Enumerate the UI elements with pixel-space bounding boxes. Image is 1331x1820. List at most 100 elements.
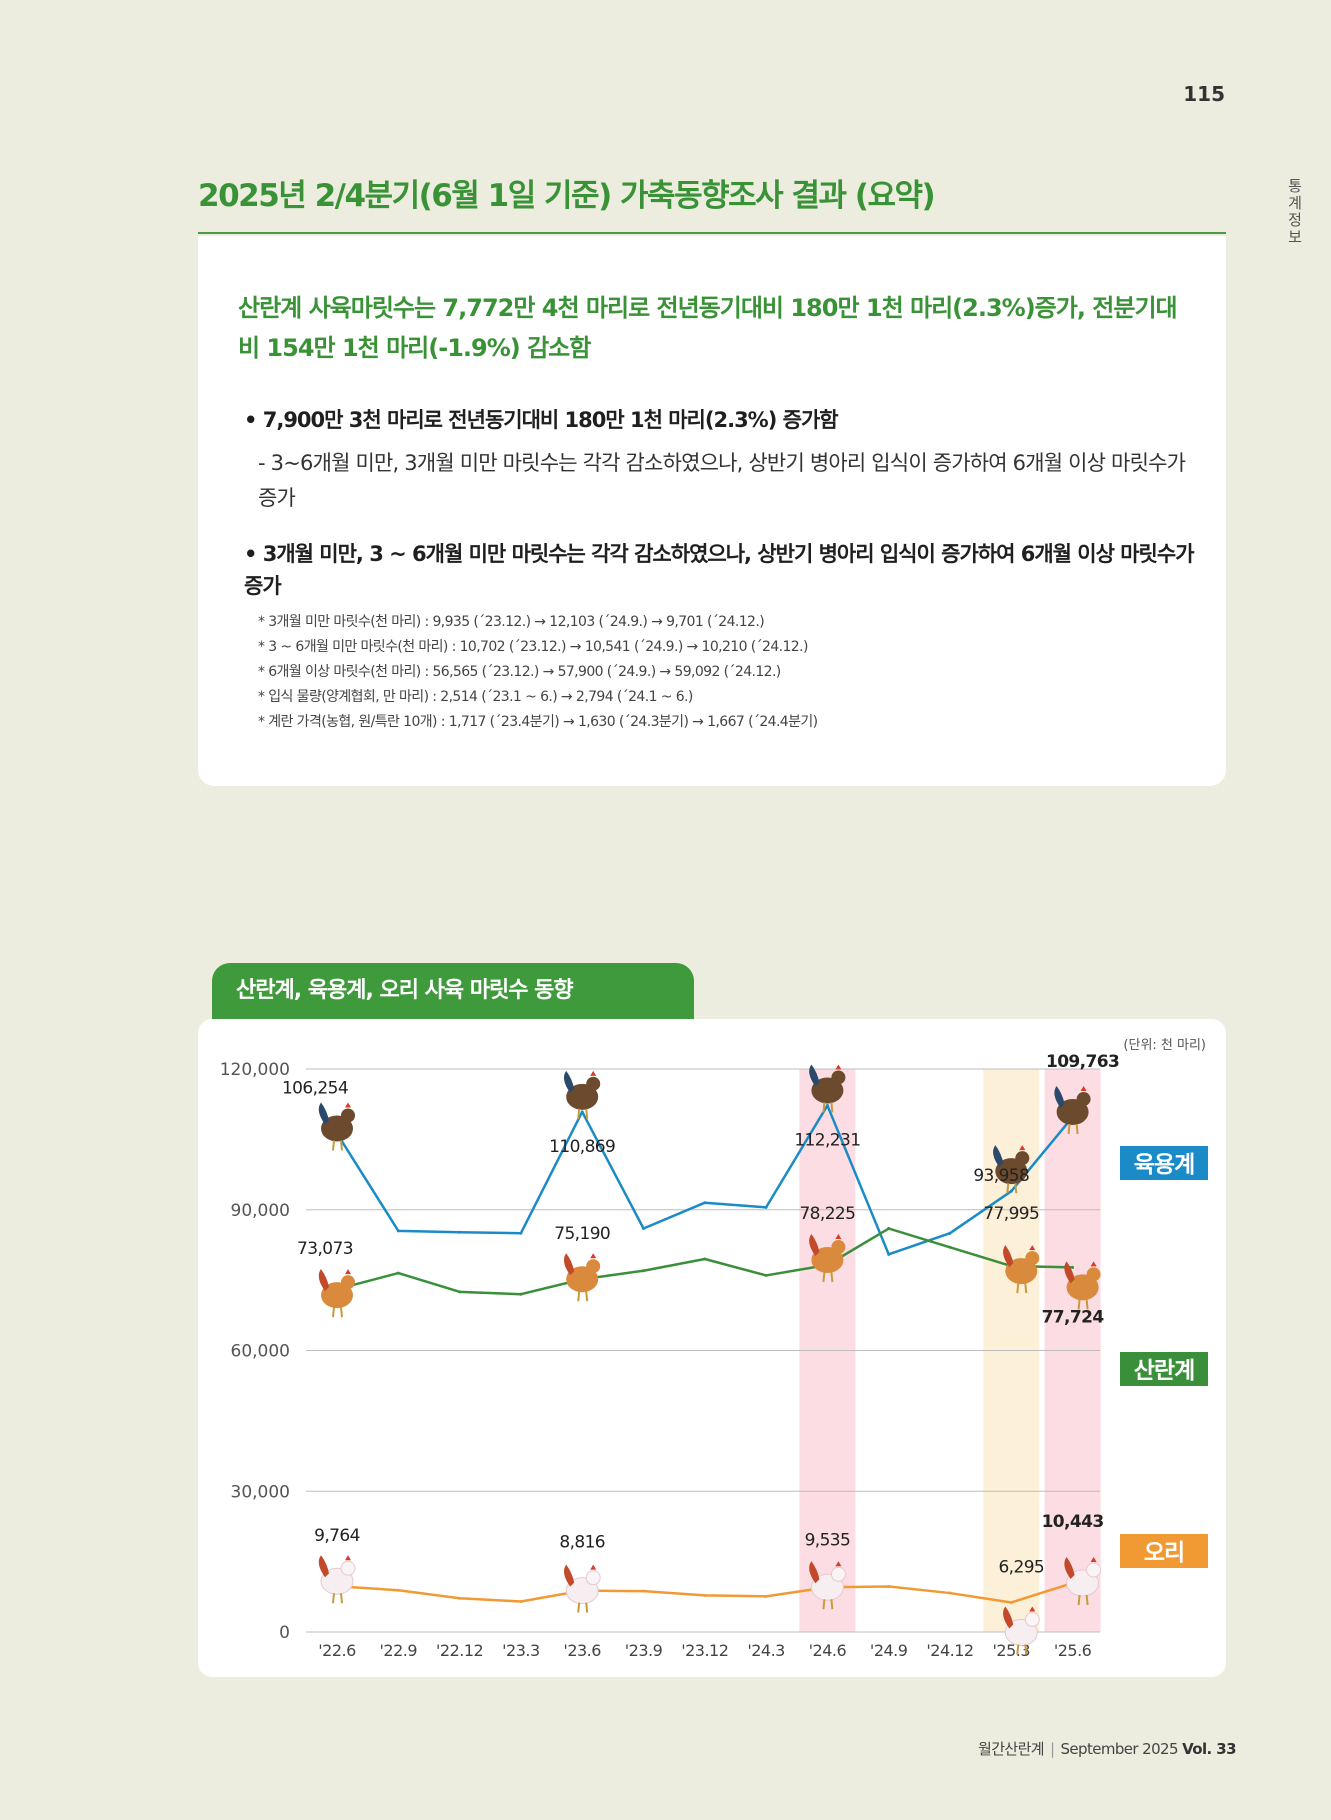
data-label: 77,724 [1042, 1307, 1105, 1327]
data-point [1009, 1189, 1013, 1193]
bird-tail-icon [1064, 1261, 1075, 1284]
bird-leg-icon [1014, 1183, 1018, 1194]
bird-head-icon [341, 1108, 355, 1123]
bird-leg-icon [1024, 1282, 1028, 1294]
bird-comb-icon [1019, 1145, 1026, 1151]
bird-leg-icon [1085, 1594, 1089, 1606]
bird-leg-icon [1067, 1123, 1071, 1135]
bird-comb-icon [1090, 1557, 1097, 1563]
data-label: 9,535 [805, 1530, 851, 1550]
x-tick-label: '24.9 [870, 1641, 908, 1660]
bird-comb-icon [1029, 1245, 1036, 1251]
footer-separator: | [1050, 1740, 1055, 1758]
bird-head-icon [340, 1560, 356, 1576]
bird-leg-icon [830, 1599, 834, 1610]
series-line [336, 1581, 1073, 1604]
bird-comb-icon [590, 1253, 597, 1259]
bird-comb-icon [835, 1233, 842, 1239]
note-line: * 6개월 이상 마릿수(천 마리) : 56,565 (΄23.12.) → … [258, 664, 781, 680]
data-point [519, 1231, 523, 1235]
bird-body-icon [1056, 1099, 1089, 1126]
bird-tail-icon [563, 1253, 575, 1276]
bird-head-icon [831, 1070, 846, 1085]
chart-title-tab: 산란계, 육용계, 오리 사육 마릿수 동향 [212, 963, 694, 1019]
x-tick-label: '24.12 [926, 1641, 973, 1660]
bird-leg-icon [1075, 1123, 1079, 1135]
bird-tail-icon [809, 1233, 820, 1256]
summary-notes: * 3개월 미만 마릿수(천 마리) : 9,935 (΄23.12.) → 1… [258, 610, 1158, 735]
page-footer: 월간산란계 | September 2025 Vol. 33 [978, 1738, 1237, 1759]
bird-body-icon [995, 1158, 1028, 1185]
data-point [458, 1290, 462, 1294]
data-point [642, 1227, 645, 1231]
data-point [764, 1594, 768, 1598]
data-point [948, 1245, 952, 1249]
x-tick-label: '22.9 [380, 1641, 418, 1660]
bird-leg-icon [822, 1599, 826, 1610]
bird-head-icon [830, 1566, 846, 1582]
bird-comb-icon [1090, 1261, 1097, 1267]
data-label: 77,995 [983, 1204, 1039, 1224]
data-point [764, 1205, 768, 1209]
data-point [396, 1271, 400, 1275]
bird-comb-icon [835, 1064, 842, 1070]
series-name-tag [1120, 1352, 1208, 1386]
data-label: 8,816 [559, 1533, 605, 1553]
bird-leg-icon [577, 1108, 581, 1119]
data-label: 73,073 [297, 1239, 353, 1259]
bird-comb-icon [345, 1102, 351, 1108]
bird-comb-icon [590, 1070, 597, 1076]
series-name-tag [1120, 1146, 1208, 1180]
bird-comb-icon [835, 1561, 842, 1567]
data-point [1071, 1265, 1075, 1269]
series-name-tag [1120, 1534, 1208, 1568]
bird-leg-icon [830, 1271, 834, 1283]
y-tick-label: 60,000 [231, 1342, 290, 1362]
note-line: * 3개월 미만 마릿수(천 마리) : 9,935 (΄23.12.) → 1… [258, 614, 765, 630]
page-number: 115 [1183, 82, 1225, 106]
bird-comb-icon [1080, 1086, 1087, 1092]
bird-leg-icon [1077, 1299, 1081, 1310]
bird-body-icon [1005, 1258, 1038, 1285]
data-point [703, 1201, 707, 1205]
bird-leg-icon [340, 1140, 343, 1151]
bird-leg-icon [822, 1271, 826, 1283]
bird-leg-icon [1016, 1644, 1020, 1655]
data-label: 110,869 [549, 1137, 615, 1157]
summary-bullet-2: • 3개월 미만, 3 ~ 6개월 미만 마릿수는 각각 감소하였으나, 상반기… [244, 542, 1195, 598]
x-tick-label: '23.3 [502, 1641, 540, 1660]
bird-leg-icon [830, 1102, 834, 1113]
y-tick-label: 90,000 [231, 1201, 290, 1221]
y-tick-label: 0 [279, 1623, 290, 1643]
bird-head-icon [586, 1076, 601, 1091]
bird-body-icon [811, 1246, 844, 1273]
data-point [703, 1593, 707, 1597]
data-label: 9,764 [314, 1526, 360, 1546]
summary-bullet-1: • 7,900만 3천 마리로 전년동기대비 180만 1천 마리(2.3%) … [244, 408, 839, 432]
data-point [458, 1596, 462, 1600]
bird-leg-icon [1077, 1594, 1081, 1606]
x-tick-label: '25.6 [1054, 1641, 1092, 1660]
data-label: 6,295 [998, 1557, 1044, 1577]
bird-comb-icon [590, 1564, 597, 1570]
data-label: 75,190 [554, 1224, 610, 1244]
note-line: * 3 ~ 6개월 미만 마릿수(천 마리) : 10,702 (΄23.12.… [258, 639, 808, 655]
bird-tail-icon [1003, 1245, 1014, 1268]
bird-tail-icon [1054, 1086, 1065, 1109]
data-label: 106,254 [282, 1078, 348, 1098]
bird-tail-icon [318, 1102, 329, 1125]
data-point [642, 1589, 645, 1593]
footer-magazine: 월간산란계 [978, 1740, 1045, 1758]
bird-head-icon [1086, 1562, 1102, 1578]
bird-tail-icon [809, 1064, 820, 1087]
data-point [642, 1269, 645, 1273]
title-divider [198, 232, 1226, 234]
bird-tail-icon [563, 1564, 575, 1587]
data-point [580, 1110, 584, 1114]
bird-leg-icon [332, 1140, 335, 1151]
section-title: 2025년 2/4분기(6월 1일 기준) 가축동향조사 결과 (요약) [198, 178, 936, 214]
unit-label: (단위: 천 마리) [1123, 1038, 1206, 1053]
bird-head-icon [586, 1259, 601, 1274]
bird-comb-icon [1029, 1606, 1036, 1612]
